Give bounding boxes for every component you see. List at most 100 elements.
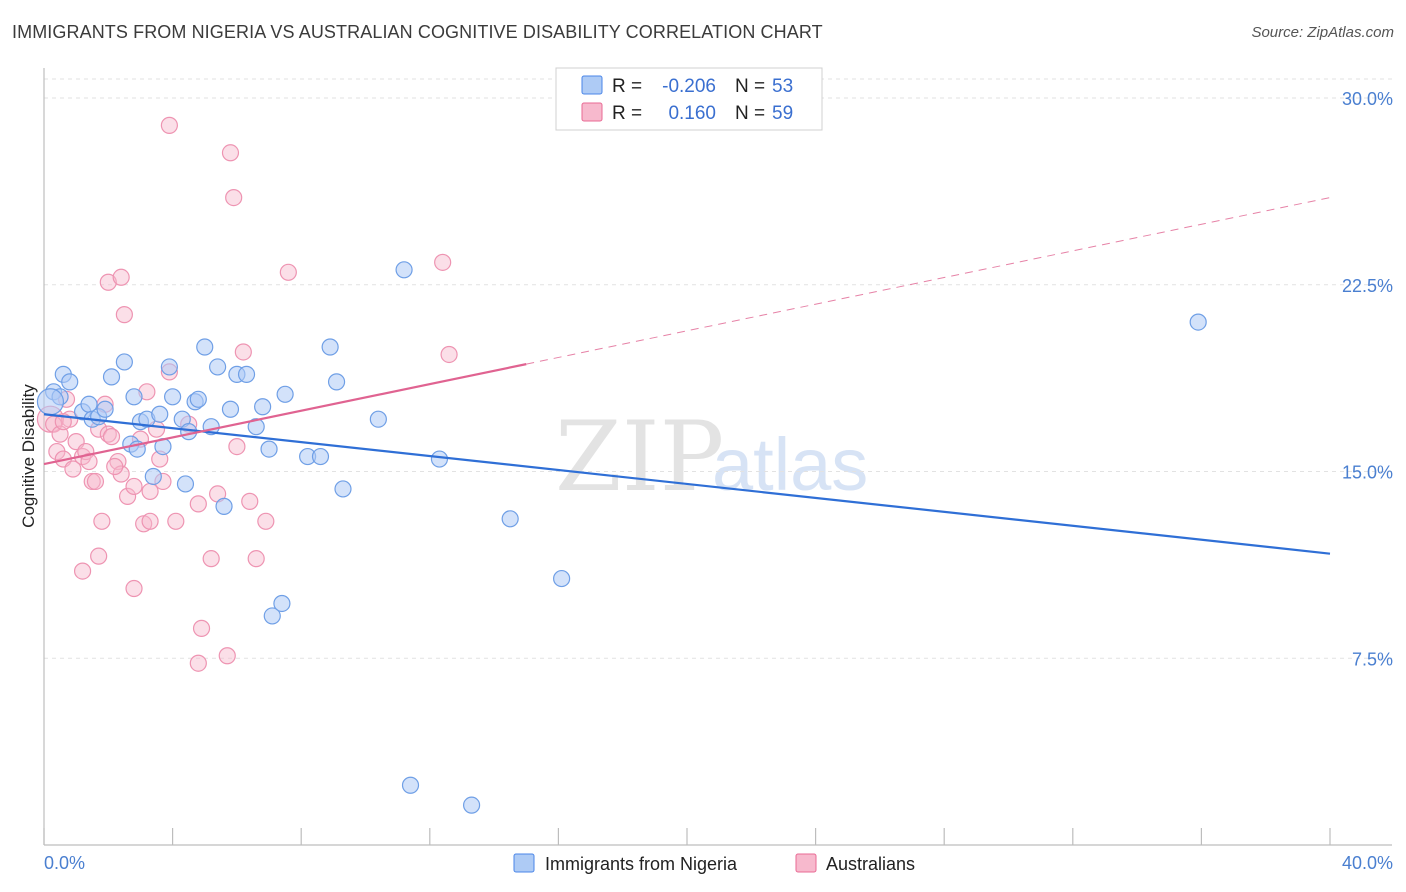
data-point-nigeria [311,447,330,466]
data-point-nigeria [327,373,346,391]
series-australians [36,116,458,672]
data-point-nigeria [237,365,256,383]
data-point-australians [241,492,259,510]
bottom-legend-label-2: Australians [826,854,915,874]
trend-lines [43,197,1331,555]
data-point-nigeria [553,569,571,588]
y-tick-label: 7.5% [1352,649,1393,669]
data-point-nigeria [276,385,294,403]
data-point-nigeria [164,388,182,406]
watermark: ZIP atlas [555,401,868,513]
correlation-legend: R = -0.206 N = 53 R = 0.160 N = 59 [555,67,823,131]
data-point-australians [125,579,143,598]
data-point-australians [221,144,240,162]
data-point-australians [64,460,82,478]
data-point-nigeria [209,358,227,376]
y-tick-label: 30.0% [1342,89,1393,109]
data-point-australians [86,472,105,491]
legend-r-value-2: 0.160 [668,103,716,124]
data-point-nigeria [96,400,114,418]
data-point-australians [202,550,220,568]
data-point-nigeria [321,338,339,356]
data-point-nigeria [176,475,195,493]
data-point-nigeria [254,398,272,416]
data-point-nigeria [501,510,519,528]
data-point-australians [160,116,178,134]
data-point-australians [99,273,117,291]
legend-n-label-2: N = [735,103,765,124]
bottom-legend-swatch-blue [513,853,535,873]
data-point-australians [112,268,130,286]
legend-n-label-1: N = [735,76,765,97]
data-point-australians [102,428,121,446]
data-point-nigeria [196,338,214,356]
trend-line-australians [43,363,527,466]
data-point-nigeria [215,497,233,515]
data-point-nigeria [395,261,413,279]
legend-r-label-2: R = [612,103,642,124]
x-tick-label-max: 40.0% [1342,853,1393,873]
data-point-australians [189,495,207,513]
trend-line-nigeria [43,413,1331,555]
y-axis-label: Cognitive Disability [19,384,38,528]
x-axis-ticks [43,828,1331,845]
y-tick-label: 15.0% [1342,463,1393,483]
data-point-australians [247,550,265,568]
data-point-australians [228,438,246,456]
data-point-nigeria [462,796,481,814]
data-point-nigeria [401,776,420,794]
data-point-australians [225,189,243,207]
data-point-nigeria [151,405,169,423]
data-point-australians [118,487,137,505]
data-point-australians [125,477,143,496]
data-point-australians [80,452,98,471]
source-label: Source: ZipAtlas.com [1251,24,1394,41]
legend-r-value-1: -0.206 [662,76,716,97]
data-point-australians [167,512,185,530]
data-point-australians [90,547,108,565]
axes [43,68,1392,846]
data-point-australians [440,345,458,364]
y-tick-label: 22.5% [1342,276,1393,296]
data-point-australians [434,253,452,271]
x-tick-label-min: 0.0% [44,853,85,873]
legend-n-value-2: 59 [772,103,793,124]
data-point-australians [141,512,159,530]
legend-r-label-1: R = [612,76,642,97]
series-immigrants-from-nigeria [36,261,1207,814]
data-point-nigeria [369,410,387,428]
y-axis-tick-labels: 7.5% 15.0% 22.5% 30.0% [1342,89,1393,669]
trend-line-australians-extrapolated [526,197,1331,365]
data-point-australians [218,647,236,665]
data-point-nigeria [36,388,65,416]
data-point-nigeria [334,480,352,498]
bottom-legend-swatch-pink [795,853,817,873]
data-point-australians [106,457,124,476]
data-point-nigeria [180,423,198,441]
data-point-australians [234,343,252,361]
data-point-nigeria [102,368,121,386]
watermark-atlas: atlas [712,423,868,506]
data-point-nigeria [1189,313,1207,331]
data-point-australians [279,263,297,281]
watermark-zip: ZIP [555,401,724,513]
data-point-nigeria [115,353,133,371]
data-point-australians [93,512,111,530]
chart-title: IMMIGRANTS FROM NIGERIA VS AUSTRALIAN CO… [12,22,823,42]
data-point-australians [115,306,133,324]
data-point-nigeria [263,607,281,625]
legend-swatch-pink [581,102,603,122]
legend-n-value-1: 53 [772,76,793,97]
data-point-nigeria [61,373,79,391]
data-point-australians [99,425,117,443]
data-point-nigeria [144,467,162,486]
data-point-nigeria [273,594,291,613]
data-point-australians [257,512,275,530]
data-point-nigeria [189,390,207,408]
data-point-nigeria [125,388,143,406]
data-point-australians [192,619,211,637]
data-point-nigeria [430,450,449,468]
bottom-legend-label-1: Immigrants from Nigeria [545,854,738,874]
